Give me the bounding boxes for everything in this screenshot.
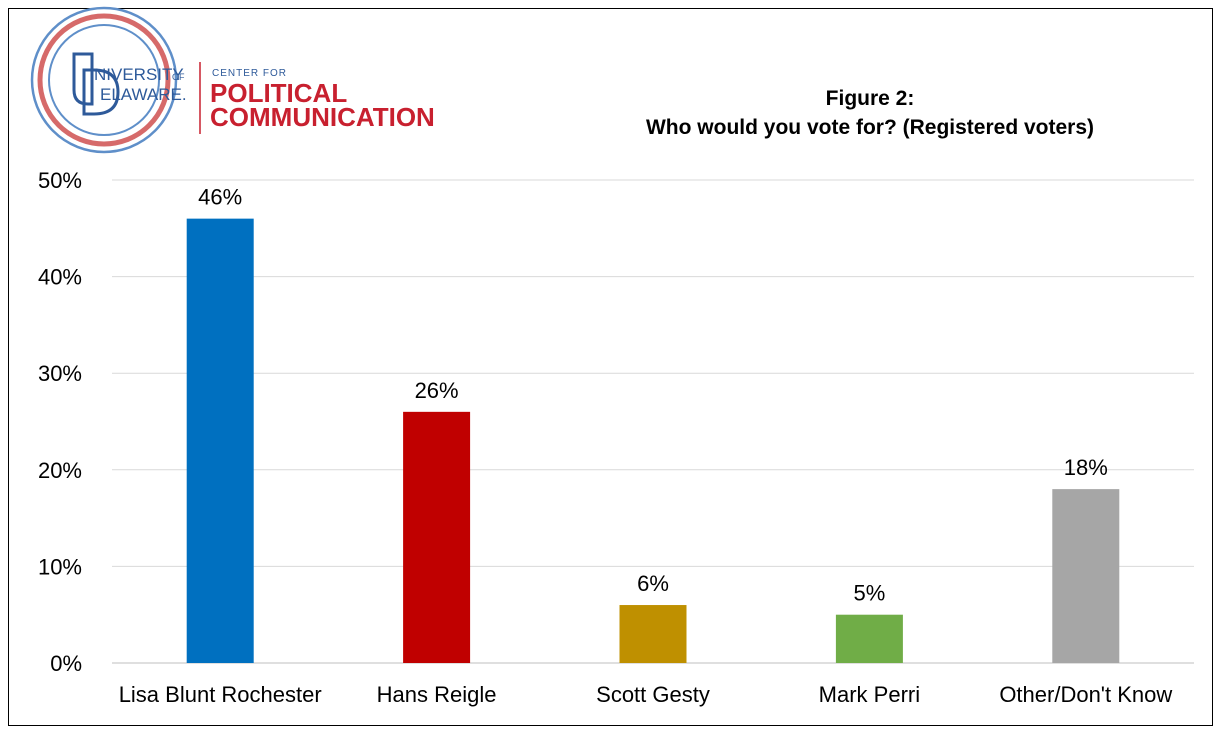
y-tick-label: 0% xyxy=(50,651,82,676)
category-label: Lisa Blunt Rochester xyxy=(119,682,322,707)
bar xyxy=(1052,489,1120,663)
y-tick-label: 30% xyxy=(38,361,82,386)
figure-title-line1: Figure 2: xyxy=(825,87,915,110)
y-tick-label: 20% xyxy=(38,458,82,483)
logo-university-of: OF xyxy=(172,72,185,82)
category-label: Mark Perri xyxy=(819,682,920,707)
figure-title-line2: Who would you vote for? (Registered vote… xyxy=(645,116,1095,139)
data-label: 6% xyxy=(637,571,669,596)
figure-title: Figure 2: Who would you vote for? (Regis… xyxy=(560,84,1180,142)
y-tick-label: 40% xyxy=(38,265,82,290)
data-label: 26% xyxy=(415,378,459,403)
logo-ring-outer xyxy=(30,6,178,154)
bar xyxy=(619,605,687,663)
logo-ring-middle xyxy=(37,13,171,147)
logo-communication: COMMUNICATION xyxy=(210,102,435,132)
university-logo: NIVERSITY OF ELAWARE. CENTER FOR POLITIC… xyxy=(30,6,435,154)
logo-university-line2: ELAWARE. xyxy=(100,85,187,104)
logo-ud-mark xyxy=(72,52,94,106)
bar xyxy=(835,614,903,663)
category-label: Hans Reigle xyxy=(377,682,497,707)
logo-d-mark xyxy=(82,68,120,116)
y-tick-label: 50% xyxy=(38,168,82,193)
data-label: 5% xyxy=(854,581,886,606)
category-label: Scott Gesty xyxy=(596,682,710,707)
data-label: 46% xyxy=(198,185,242,210)
logo-center-for: CENTER FOR xyxy=(212,68,287,79)
logo-university-line1: NIVERSITY xyxy=(94,65,184,84)
bar xyxy=(186,218,254,663)
data-label: 18% xyxy=(1064,455,1108,480)
bar xyxy=(403,411,471,663)
y-tick-label: 10% xyxy=(38,554,82,579)
logo-ring-inner xyxy=(48,24,160,136)
logo-political: POLITICAL xyxy=(210,78,347,108)
category-label: Other/Don't Know xyxy=(999,682,1172,707)
